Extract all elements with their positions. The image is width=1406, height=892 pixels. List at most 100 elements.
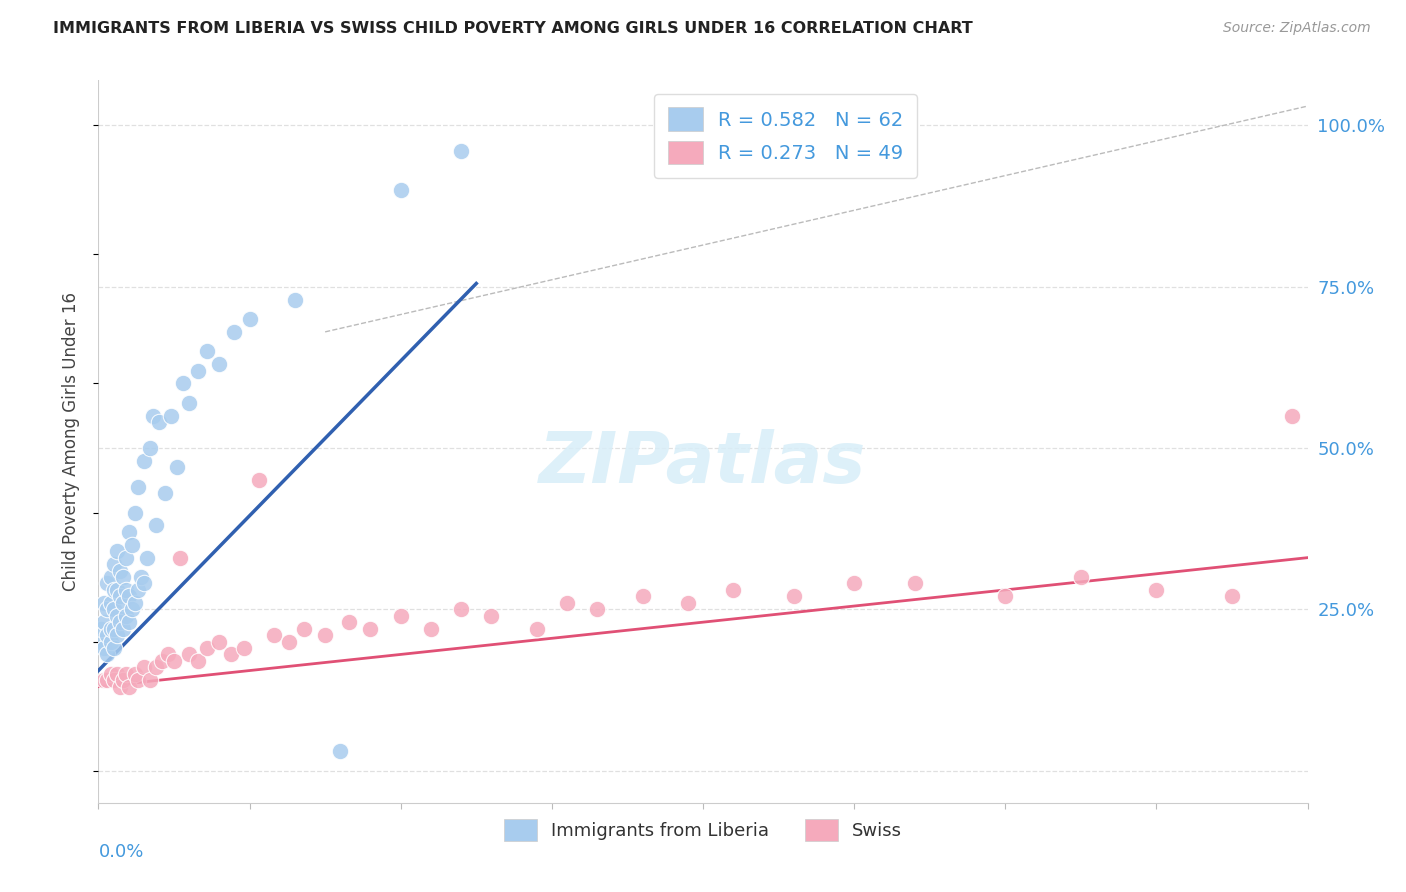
Text: ZIPatlas: ZIPatlas: [540, 429, 866, 498]
Point: [96, 628, 118, 642]
Point: [179, 396, 201, 410]
Point: [127, 480, 149, 494]
Y-axis label: Child Poverty Among Girls Under 16: Child Poverty Among Girls Under 16: [62, 292, 80, 591]
Point: [132, 454, 155, 468]
Point: [450, 145, 472, 159]
Point: [129, 570, 152, 584]
Point: [195, 344, 218, 359]
Point: [389, 608, 412, 623]
Point: [111, 570, 134, 584]
Point: [124, 506, 146, 520]
Point: [132, 576, 155, 591]
Point: [187, 654, 209, 668]
Point: [1070, 570, 1092, 584]
Point: [239, 312, 262, 326]
Point: [114, 666, 136, 681]
Point: [105, 666, 128, 681]
Point: [135, 550, 157, 565]
Point: [389, 183, 412, 197]
Point: [420, 622, 443, 636]
Point: [208, 634, 231, 648]
Point: [103, 557, 125, 571]
Point: [145, 660, 167, 674]
Point: [124, 596, 146, 610]
Point: [114, 550, 136, 565]
Point: [93, 596, 115, 610]
Point: [96, 673, 118, 688]
Point: [103, 673, 125, 688]
Point: [208, 357, 231, 371]
Point: [121, 538, 143, 552]
Point: [90, 622, 112, 636]
Point: [166, 460, 188, 475]
Point: [163, 654, 186, 668]
Point: [277, 634, 299, 648]
Point: [723, 582, 745, 597]
Text: 0.0%: 0.0%: [98, 843, 143, 861]
Point: [631, 590, 654, 604]
Point: [111, 622, 134, 636]
Point: [127, 582, 149, 597]
Point: [108, 615, 131, 630]
Point: [481, 608, 503, 623]
Point: [100, 570, 122, 584]
Point: [118, 680, 141, 694]
Point: [132, 660, 155, 674]
Point: [100, 622, 122, 636]
Point: [586, 602, 609, 616]
Point: [179, 648, 201, 662]
Point: [105, 628, 128, 642]
Point: [526, 622, 548, 636]
Point: [337, 615, 360, 630]
Point: [100, 634, 122, 648]
Point: [284, 293, 307, 307]
Point: [114, 608, 136, 623]
Point: [96, 648, 118, 662]
Point: [111, 673, 134, 688]
Point: [90, 634, 112, 648]
Point: [1281, 409, 1303, 423]
Point: [108, 564, 131, 578]
Point: [224, 325, 246, 339]
Point: [103, 582, 125, 597]
Point: [844, 576, 866, 591]
Point: [187, 363, 209, 377]
Point: [145, 518, 167, 533]
Point: [96, 602, 118, 616]
Point: [169, 550, 191, 565]
Point: [105, 582, 128, 597]
Point: [676, 596, 699, 610]
Point: [93, 615, 115, 630]
Point: [111, 596, 134, 610]
Point: [329, 744, 352, 758]
Point: [103, 640, 125, 655]
Point: [1220, 590, 1243, 604]
Point: [142, 409, 165, 423]
Point: [148, 415, 170, 429]
Point: [292, 622, 315, 636]
Point: [93, 640, 115, 655]
Point: [139, 673, 162, 688]
Point: [108, 680, 131, 694]
Point: [195, 640, 218, 655]
Point: [118, 590, 141, 604]
Point: [150, 654, 173, 668]
Point: [124, 666, 146, 681]
Point: [93, 673, 115, 688]
Point: [160, 409, 183, 423]
Point: [360, 622, 382, 636]
Point: [1144, 582, 1167, 597]
Point: [105, 544, 128, 558]
Point: [221, 648, 243, 662]
Point: [108, 590, 131, 604]
Point: [450, 602, 472, 616]
Text: Source: ZipAtlas.com: Source: ZipAtlas.com: [1223, 21, 1371, 36]
Point: [156, 648, 179, 662]
Point: [118, 615, 141, 630]
Point: [232, 640, 254, 655]
Point: [100, 666, 122, 681]
Point: [100, 596, 122, 610]
Point: [247, 473, 270, 487]
Point: [121, 602, 143, 616]
Point: [172, 376, 194, 391]
